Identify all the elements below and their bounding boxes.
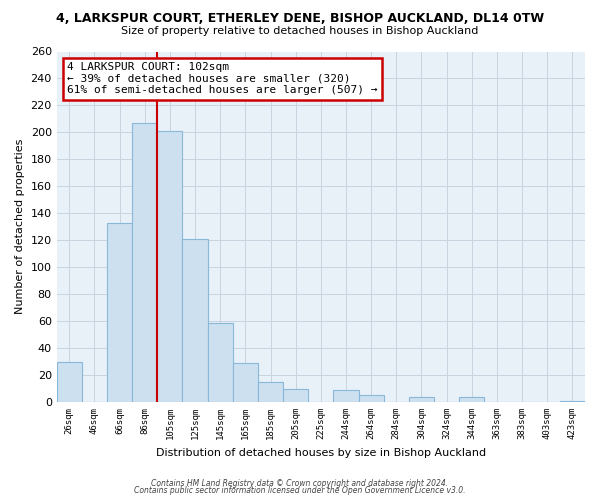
Bar <box>560 400 585 402</box>
Bar <box>359 396 384 402</box>
Bar <box>283 388 308 402</box>
Bar <box>233 363 258 402</box>
Bar <box>157 131 182 402</box>
Bar <box>334 390 359 402</box>
Bar <box>258 382 283 402</box>
Y-axis label: Number of detached properties: Number of detached properties <box>15 139 25 314</box>
Bar <box>208 322 233 402</box>
Text: 4 LARKSPUR COURT: 102sqm
← 39% of detached houses are smaller (320)
61% of semi-: 4 LARKSPUR COURT: 102sqm ← 39% of detach… <box>67 62 378 95</box>
Text: Contains HM Land Registry data © Crown copyright and database right 2024.: Contains HM Land Registry data © Crown c… <box>151 478 449 488</box>
Bar <box>56 362 82 402</box>
Bar <box>132 123 157 402</box>
Text: Size of property relative to detached houses in Bishop Auckland: Size of property relative to detached ho… <box>121 26 479 36</box>
X-axis label: Distribution of detached houses by size in Bishop Auckland: Distribution of detached houses by size … <box>156 448 486 458</box>
Text: 4, LARKSPUR COURT, ETHERLEY DENE, BISHOP AUCKLAND, DL14 0TW: 4, LARKSPUR COURT, ETHERLEY DENE, BISHOP… <box>56 12 544 26</box>
Bar <box>459 396 484 402</box>
Text: Contains public sector information licensed under the Open Government Licence v3: Contains public sector information licen… <box>134 486 466 495</box>
Bar <box>107 222 132 402</box>
Bar <box>409 396 434 402</box>
Bar <box>182 239 208 402</box>
